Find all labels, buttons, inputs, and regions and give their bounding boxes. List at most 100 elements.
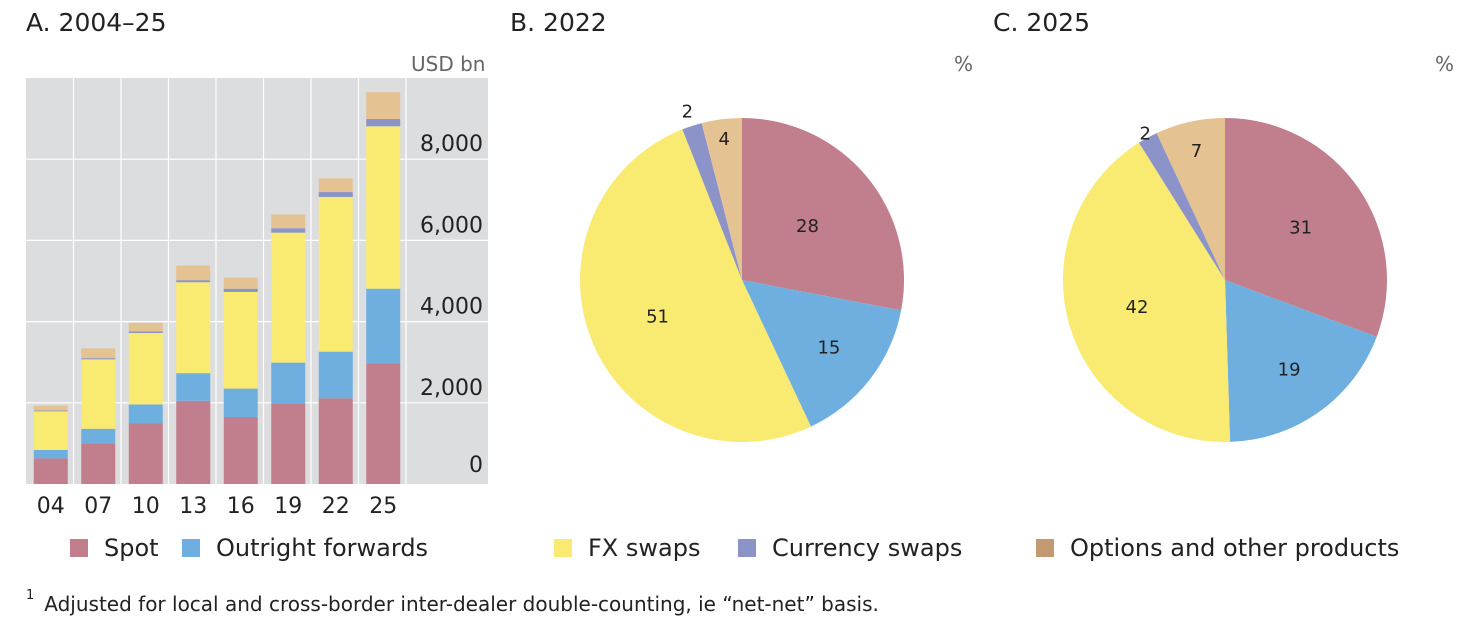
pie-slice-currency-swaps (682, 123, 742, 280)
bar-segment-outright-forwards (128, 404, 163, 424)
bar-segment-currency-swaps (128, 331, 163, 333)
y-tick-label: 6,000 (420, 213, 483, 238)
x-tick-label: 22 (322, 494, 350, 519)
bar-segment-options (366, 92, 401, 120)
pie-slice-outright-forwards (742, 280, 902, 427)
pie-slice-fx-swaps (579, 129, 811, 443)
legend-label-options: Options and other products (1070, 534, 1400, 562)
bar-segment-outright-forwards (81, 428, 116, 444)
pie-label: 4 (718, 129, 729, 150)
pie-label: 7 (1191, 141, 1202, 162)
bar-segment-spot (223, 417, 258, 484)
bar-segment-options (81, 348, 116, 359)
pie-chart-2025: 31 19 42 2 7 (1063, 118, 1387, 442)
legend-label-fx-swaps: FX swaps (588, 534, 701, 562)
bar-segment-spot (33, 458, 68, 484)
x-tick-label: 13 (179, 494, 207, 519)
pie-label: 15 (817, 337, 840, 358)
bar-segment-spot (271, 403, 306, 484)
x-tick-label: 07 (84, 494, 112, 519)
bar-segment-options (128, 322, 163, 332)
legend-item-fx-swaps: FX swaps (554, 534, 700, 562)
bar-segment-fx-swaps (366, 126, 401, 289)
bar-segment-spot (176, 400, 211, 484)
bar-segment-options (176, 265, 211, 281)
bar-segment-fx-swaps (81, 359, 116, 429)
bar-segment-fx-swaps (33, 411, 68, 450)
bar-segment-currency-swaps (366, 119, 401, 127)
pie-label: 19 (1278, 359, 1301, 380)
pie-chart-2022: 28 15 51 2 4 (579, 102, 904, 443)
x-tick-label: 10 (132, 494, 160, 519)
legend-item-spot: Spot (70, 534, 159, 562)
panel-c-unit: % (1435, 52, 1455, 76)
legend-swatch-currency-swaps (738, 539, 756, 557)
pie-slice-options (701, 118, 742, 280)
pie-label: 42 (1126, 297, 1149, 318)
bar-segment-outright-forwards (318, 351, 353, 399)
footnote: 1 Adjusted for local and cross-border int… (26, 588, 879, 616)
pie-label: 31 (1289, 218, 1312, 239)
bar-segment-outright-forwards (33, 449, 68, 459)
panel-a-unit: USD bn (411, 52, 486, 76)
bar-segment-options (223, 277, 258, 289)
bar-segment-options (318, 178, 353, 193)
bar-segment-outright-forwards (271, 362, 306, 404)
bar-segment-fx-swaps (128, 332, 163, 405)
bar-segment-outright-forwards (366, 288, 401, 364)
bar-segment-outright-forwards (176, 373, 211, 401)
pie-slice-spot (742, 118, 904, 311)
pie-slice-fx-swaps (1063, 142, 1231, 442)
footnote-marker: 1 (26, 588, 35, 603)
bar-segment-currency-swaps (81, 358, 116, 360)
bar-segment-currency-swaps (33, 410, 68, 412)
bar-segment-currency-swaps (176, 280, 211, 283)
legend-swatch-spot (70, 539, 88, 557)
bar-segment-currency-swaps (318, 192, 353, 197)
pie-slice-outright-forwards (1225, 280, 1377, 442)
x-tick-label: 25 (369, 494, 397, 519)
legend-label-currency-swaps: Currency swaps (772, 534, 963, 562)
bar-segment-fx-swaps (223, 291, 258, 389)
pie-label: 28 (796, 216, 819, 237)
bar-segment-outright-forwards (223, 388, 258, 418)
bar-segment-options (271, 214, 306, 229)
legend-swatch-outright-forwards (182, 539, 200, 557)
stacked-bar-chart: 04 07 10 13 16 19 22 25 0 2,000 4,000 6,000 8,000 (26, 78, 488, 519)
y-tick-label: 0 (469, 453, 483, 478)
panel-c-title: C. 2025 (993, 8, 1090, 37)
pie-label: 51 (646, 307, 669, 328)
pie-slice-currency-swaps (1138, 133, 1225, 280)
bar-segment-fx-swaps (318, 196, 353, 352)
pie-label: 2 (682, 102, 693, 123)
x-tick-label: 19 (274, 494, 302, 519)
bar-segment-currency-swaps (223, 288, 258, 292)
bar-segment-options (33, 405, 68, 411)
legend-item-options: Options and other products (1036, 534, 1399, 562)
pie-label: 2 (1140, 123, 1151, 144)
y-tick-label: 4,000 (420, 295, 483, 320)
x-tick-label: 16 (227, 494, 255, 519)
bar-segment-spot (318, 398, 353, 484)
legend-swatch-options (1036, 539, 1054, 557)
legend-label-spot: Spot (104, 534, 159, 562)
x-tick-label: 04 (37, 494, 65, 519)
legend-item-outright-forwards: Outright forwards (182, 534, 428, 562)
legend-swatch-fx-swaps (554, 539, 572, 557)
legend-item-currency-swaps: Currency swaps (738, 534, 962, 562)
y-tick-label: 2,000 (420, 376, 483, 401)
bar-segment-currency-swaps (271, 228, 306, 233)
panel-a-title: A. 2004–25 (26, 8, 167, 37)
y-tick-label: 8,000 (420, 132, 483, 157)
bar-segment-spot (128, 423, 163, 484)
bar-segment-spot (366, 363, 401, 484)
bar-segment-fx-swaps (176, 282, 211, 374)
bar-segment-spot (81, 443, 116, 484)
pie-slice-options (1156, 118, 1225, 280)
pie-slice-spot (1225, 118, 1387, 337)
panel-b-unit: % (954, 52, 974, 76)
panel-b-title: B. 2022 (510, 8, 607, 37)
legend-label-outright-forwards: Outright forwards (216, 534, 429, 562)
footnote-text: Adjusted for local and cross-border inte… (44, 592, 879, 616)
bar-segment-fx-swaps (271, 232, 306, 363)
